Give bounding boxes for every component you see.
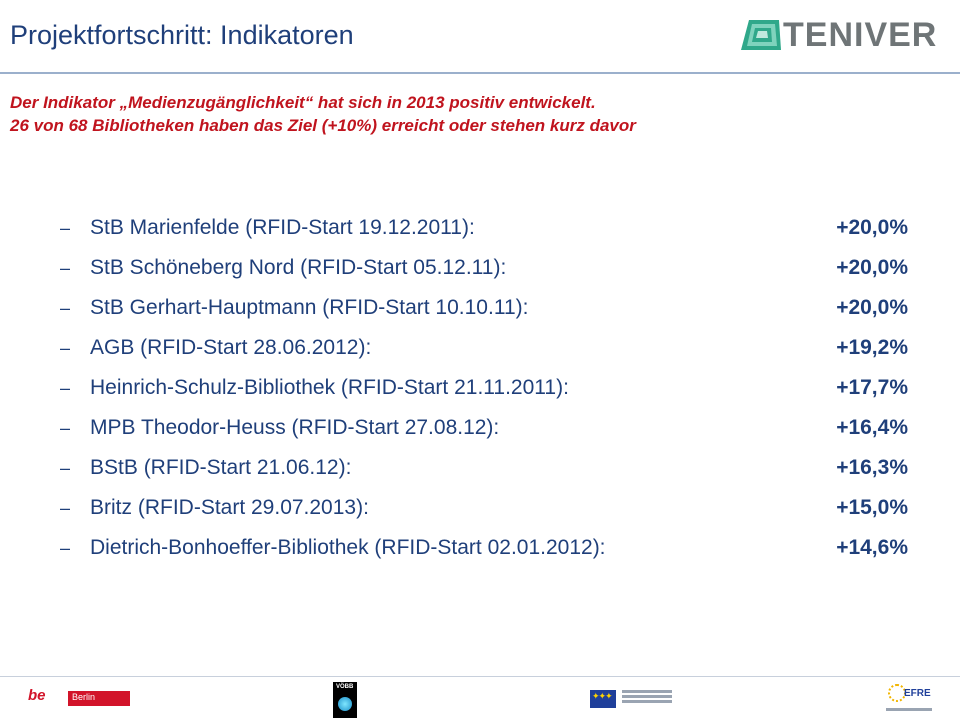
logo-text: TENIVER [783, 16, 938, 54]
subtitle-line-2: 26 von 68 Bibliotheken haben das Ziel (+… [10, 116, 636, 135]
percent-value: +14,6% [836, 536, 908, 559]
berlin-red-box [68, 691, 130, 706]
percent-value: +20,0% [836, 216, 908, 239]
list-item: – StB Gerhart-Hauptmann (RFID-Start 10.1… [60, 293, 920, 333]
list-item: – MPB Theodor-Heuss (RFID-Start 27.08.12… [60, 413, 920, 453]
header-divider [0, 72, 960, 74]
slide-footer: be Berlin VÖBB ✦✦✦ EFRE [0, 676, 960, 720]
percent-value: +16,3% [836, 456, 908, 479]
percent-value: +19,2% [836, 336, 908, 359]
eu-fine-print [622, 690, 672, 708]
percent-value: +15,0% [836, 496, 908, 519]
dash-bullet-icon: – [60, 298, 71, 318]
library-label: StB Marienfelde (RFID-Start 19.12.2011): [90, 216, 475, 239]
dash-bullet-icon: – [60, 538, 71, 558]
dash-bullet-icon: – [60, 458, 71, 478]
library-label: MPB Theodor-Heuss (RFID-Start 27.08.12): [90, 416, 500, 439]
list-item: – Britz (RFID-Start 29.07.2013): +15,0% [60, 493, 920, 533]
efre-stars-icon [888, 684, 906, 702]
eu-stars-icon: ✦✦✦ [592, 691, 613, 701]
dash-bullet-icon: – [60, 498, 71, 518]
slide-header: Projektfortschritt: Indikatoren TENIVER [0, 0, 960, 74]
berlin-be-mark: be [28, 687, 46, 704]
library-label: BStB (RFID-Start 21.06.12): [90, 456, 352, 479]
voebb-emblem [338, 697, 352, 711]
library-label: Dietrich-Bonhoeffer-Bibliothek (RFID-Sta… [90, 536, 606, 559]
berlin-logo-icon: be Berlin [28, 687, 130, 706]
library-label: StB Gerhart-Hauptmann (RFID-Start 10.10.… [90, 296, 529, 319]
list-item: – StB Marienfelde (RFID-Start 19.12.2011… [60, 213, 920, 253]
library-label: AGB (RFID-Start 28.06.2012): [90, 336, 372, 359]
dash-bullet-icon: – [60, 258, 71, 278]
list-item: – Heinrich-Schulz-Bibliothek (RFID-Start… [60, 373, 920, 413]
voebb-text: VÖBB [336, 684, 354, 690]
berlin-name: Berlin [72, 692, 96, 702]
eu-flag-icon: ✦✦✦ [590, 690, 616, 708]
efre-fine-print [886, 708, 932, 711]
list-item: – Dietrich-Bonhoeffer-Bibliothek (RFID-S… [60, 533, 920, 573]
library-indicator-list: – StB Marienfelde (RFID-Start 19.12.2011… [60, 213, 920, 573]
library-label: Heinrich-Schulz-Bibliothek (RFID-Start 2… [90, 376, 569, 399]
subtitle: Der Indikator „Medienzugänglichkeit“ hat… [10, 91, 950, 137]
page-title: Projektfortschritt: Indikatoren [10, 20, 354, 50]
percent-value: +16,4% [836, 416, 908, 439]
percent-value: +17,7% [836, 376, 908, 399]
teniver-logo: TENIVER [737, 16, 947, 56]
dash-bullet-icon: – [60, 418, 71, 438]
teniver-logo-icon [741, 20, 781, 50]
list-item: – AGB (RFID-Start 28.06.2012): +19,2% [60, 333, 920, 373]
footer-divider [0, 676, 960, 677]
voebb-logo-icon: VÖBB [333, 682, 357, 718]
dash-bullet-icon: – [60, 378, 71, 398]
dash-bullet-icon: – [60, 338, 71, 358]
library-label: StB Schöneberg Nord (RFID-Start 05.12.11… [90, 256, 507, 279]
dash-bullet-icon: – [60, 218, 71, 238]
list-item: – BStB (RFID-Start 21.06.12): +16,3% [60, 453, 920, 493]
subtitle-line-1: Der Indikator „Medienzugänglichkeit“ hat… [10, 93, 596, 112]
list-item: – StB Schöneberg Nord (RFID-Start 05.12.… [60, 253, 920, 293]
efre-text: EFRE [904, 688, 931, 699]
percent-value: +20,0% [836, 296, 908, 319]
efre-logo-icon: EFRE [884, 682, 934, 718]
library-label: Britz (RFID-Start 29.07.2013): [90, 496, 369, 519]
percent-value: +20,0% [836, 256, 908, 279]
